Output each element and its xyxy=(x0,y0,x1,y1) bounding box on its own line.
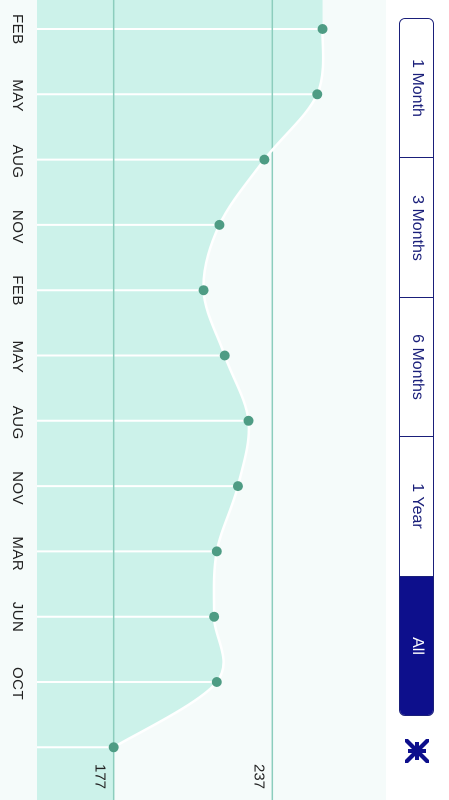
range-option-label: 3 Months xyxy=(408,194,426,261)
reference-label: 237 xyxy=(250,764,267,789)
data-point[interactable] xyxy=(198,285,209,296)
x-tick-label: FEB xyxy=(9,275,26,306)
range-selector: 1 Month 3 Months 6 Months 1 Year All xyxy=(399,18,434,716)
data-point[interactable] xyxy=(209,611,220,622)
data-point[interactable] xyxy=(108,742,119,753)
x-tick-label: AUG xyxy=(9,145,26,179)
x-tick-label: OCT xyxy=(9,667,26,700)
range-option-6-months[interactable]: 6 Months xyxy=(400,297,433,438)
chart-panel: 177 237 FEB MAY AUG NOV FEB MAY AUG NOV MAR JUN OCT xyxy=(9,0,328,800)
data-point[interactable] xyxy=(243,415,254,426)
x-tick-label: MAR xyxy=(9,536,26,571)
data-point[interactable] xyxy=(259,154,270,165)
x-tick-label: NOV xyxy=(9,471,26,505)
price-chart: 177 237 FEB MAY AUG NOV FEB MAY AUG NOV MAR JUN OCT xyxy=(9,0,328,800)
x-tick-label: NOV xyxy=(9,210,26,244)
x-tick-label: MAY xyxy=(9,341,26,374)
range-option-label: All xyxy=(408,636,426,655)
area-fill xyxy=(37,0,324,800)
data-point[interactable] xyxy=(232,481,243,492)
range-option-3-months[interactable]: 3 Months xyxy=(400,158,433,298)
data-point[interactable] xyxy=(211,546,222,557)
x-tick-label: JUN xyxy=(9,602,26,633)
range-option-1-year[interactable]: 1 Year xyxy=(400,437,433,577)
range-option-label: 6 Months xyxy=(408,334,426,400)
data-point[interactable] xyxy=(317,24,328,34)
series-line xyxy=(113,28,325,749)
x-tick-label: FEB xyxy=(9,14,26,45)
range-option-all[interactable]: All xyxy=(400,576,433,715)
x-tick-label: AUG xyxy=(9,406,26,440)
data-point[interactable] xyxy=(312,89,323,100)
range-option-label: 1 Month xyxy=(408,59,426,118)
range-option-label: 1 Year xyxy=(408,483,426,530)
data-point[interactable] xyxy=(219,350,230,361)
reference-label: 177 xyxy=(92,764,109,789)
x-tick-label: MAY xyxy=(9,79,26,112)
range-option-1-month[interactable]: 1 Month xyxy=(400,19,433,159)
collapse-arrows-icon[interactable] xyxy=(404,738,430,764)
data-point[interactable] xyxy=(214,219,225,230)
data-point[interactable] xyxy=(211,677,222,687)
